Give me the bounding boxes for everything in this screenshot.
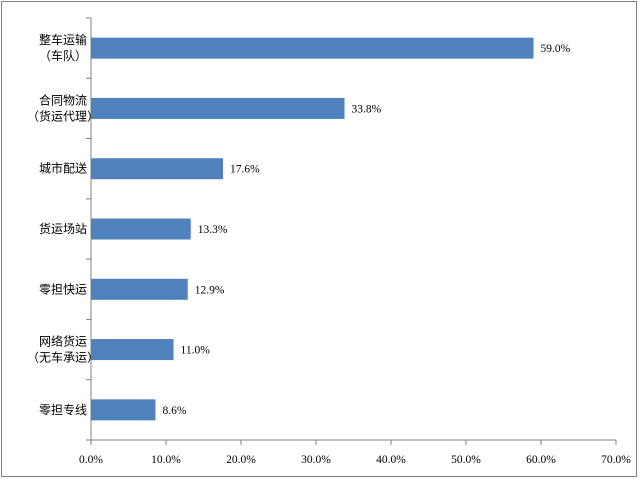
x-tick-label: 50.0% [451, 454, 481, 466]
data-label: 8.6% [163, 405, 187, 417]
category-label: 零担快运 [39, 282, 87, 296]
x-tick-label: 20.0% [226, 454, 256, 466]
bar [91, 339, 174, 361]
x-tick-label: 70.0% [601, 454, 631, 466]
x-tick-label: 30.0% [301, 454, 331, 466]
x-tick-label: 10.0% [151, 454, 181, 466]
bar [91, 278, 188, 300]
chart-axes: 0.0% 10.0% 20.0% 30.0% 40.0% 50.0% 60.0% 70.0% [79, 17, 631, 466]
bar [91, 158, 223, 180]
x-tick-label: 0.0% [79, 454, 103, 466]
data-label: 13.3% [198, 224, 228, 236]
bar [91, 37, 534, 59]
category-label: 零担专线 [39, 402, 87, 417]
category-label: 城市配送 [39, 161, 87, 176]
x-tick-label: 40.0% [376, 454, 406, 466]
data-label: 59.0% [541, 43, 571, 55]
bar [91, 97, 345, 119]
chart-bars [91, 37, 534, 421]
data-label: 12.9% [195, 284, 225, 296]
category-label: 货运场站 [39, 221, 87, 236]
category-label: 整车运输（车队） [39, 32, 87, 63]
data-label: 33.8% [352, 103, 382, 115]
data-label: 11.0% [181, 345, 211, 357]
data-label: 17.6% [230, 164, 260, 176]
chart-labels: 整车运输（车队） 59.0% 合同物流（货运代理） 33.8% 城市配送 17.6% 货运场… [27, 32, 571, 417]
category-label: 网络货运（无车承运） [27, 334, 99, 365]
bar [91, 218, 191, 240]
category-label: 合同物流（货运代理） [27, 92, 99, 123]
bar [91, 399, 156, 421]
x-tick-label: 60.0% [526, 454, 556, 466]
